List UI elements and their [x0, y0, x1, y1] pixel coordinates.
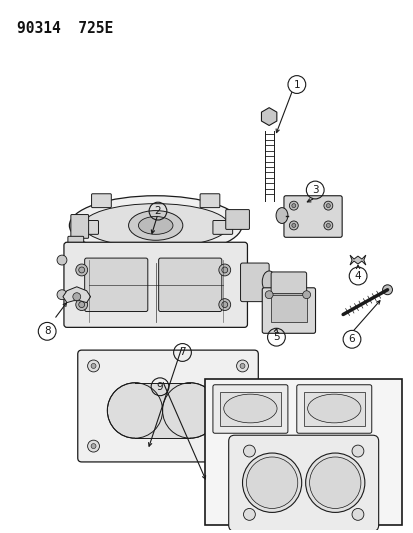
Circle shape: [76, 298, 88, 311]
Circle shape: [240, 443, 244, 449]
Circle shape: [242, 453, 301, 512]
Bar: [135, 383, 190, 438]
Bar: [303, 392, 364, 426]
Bar: [204, 379, 401, 526]
FancyBboxPatch shape: [225, 209, 249, 229]
Circle shape: [289, 201, 297, 210]
Circle shape: [246, 457, 297, 508]
Circle shape: [76, 264, 88, 276]
Ellipse shape: [261, 271, 275, 293]
FancyBboxPatch shape: [199, 194, 219, 208]
Circle shape: [351, 445, 363, 457]
Circle shape: [221, 267, 227, 273]
Text: 6: 6: [348, 334, 354, 344]
Text: 1: 1: [293, 79, 299, 90]
Circle shape: [325, 204, 330, 208]
Ellipse shape: [138, 216, 173, 235]
Circle shape: [243, 445, 255, 457]
Circle shape: [236, 440, 248, 452]
FancyBboxPatch shape: [78, 221, 98, 235]
Circle shape: [243, 508, 255, 520]
Circle shape: [309, 457, 360, 508]
FancyBboxPatch shape: [296, 385, 371, 433]
Text: 7: 7: [179, 348, 185, 358]
Circle shape: [289, 221, 297, 230]
Circle shape: [78, 302, 85, 308]
Circle shape: [218, 264, 230, 276]
Circle shape: [88, 360, 99, 372]
Ellipse shape: [83, 204, 228, 247]
Text: 9: 9: [157, 382, 163, 392]
Circle shape: [88, 440, 99, 452]
FancyBboxPatch shape: [261, 288, 315, 333]
Circle shape: [291, 223, 295, 228]
FancyBboxPatch shape: [283, 196, 341, 237]
Circle shape: [323, 221, 332, 230]
Circle shape: [323, 201, 332, 210]
FancyBboxPatch shape: [71, 215, 88, 238]
FancyBboxPatch shape: [64, 243, 247, 327]
Circle shape: [91, 443, 96, 449]
Circle shape: [162, 383, 217, 438]
Bar: [219, 392, 280, 426]
Circle shape: [57, 255, 67, 265]
Circle shape: [236, 360, 248, 372]
FancyBboxPatch shape: [212, 385, 287, 433]
Polygon shape: [349, 255, 365, 265]
Text: 3: 3: [311, 185, 318, 195]
Circle shape: [91, 364, 96, 368]
Circle shape: [265, 290, 273, 298]
Text: 90314  725E: 90314 725E: [17, 21, 113, 36]
FancyBboxPatch shape: [68, 236, 83, 256]
FancyBboxPatch shape: [78, 350, 258, 462]
Text: 8: 8: [44, 326, 50, 336]
Polygon shape: [261, 108, 276, 125]
Ellipse shape: [223, 394, 276, 423]
FancyBboxPatch shape: [240, 263, 268, 302]
Circle shape: [302, 290, 310, 298]
Circle shape: [291, 204, 295, 208]
Text: 4: 4: [354, 271, 361, 281]
Circle shape: [57, 290, 67, 300]
Ellipse shape: [69, 196, 242, 255]
FancyBboxPatch shape: [271, 272, 306, 294]
Circle shape: [73, 293, 81, 301]
Circle shape: [221, 302, 227, 308]
Circle shape: [382, 285, 392, 295]
Ellipse shape: [275, 208, 287, 223]
Ellipse shape: [307, 394, 360, 423]
Circle shape: [351, 508, 363, 520]
Circle shape: [78, 267, 85, 273]
FancyBboxPatch shape: [91, 194, 111, 208]
FancyBboxPatch shape: [158, 258, 221, 311]
Bar: [271, 295, 306, 322]
Polygon shape: [63, 287, 90, 303]
FancyBboxPatch shape: [212, 221, 232, 235]
Circle shape: [325, 223, 330, 228]
Text: 5: 5: [273, 332, 279, 342]
Text: 2: 2: [154, 206, 161, 216]
FancyBboxPatch shape: [228, 435, 378, 531]
Circle shape: [305, 453, 364, 512]
Circle shape: [107, 383, 162, 438]
Ellipse shape: [128, 211, 183, 240]
FancyBboxPatch shape: [85, 258, 147, 311]
Circle shape: [218, 298, 230, 311]
Circle shape: [240, 364, 244, 368]
